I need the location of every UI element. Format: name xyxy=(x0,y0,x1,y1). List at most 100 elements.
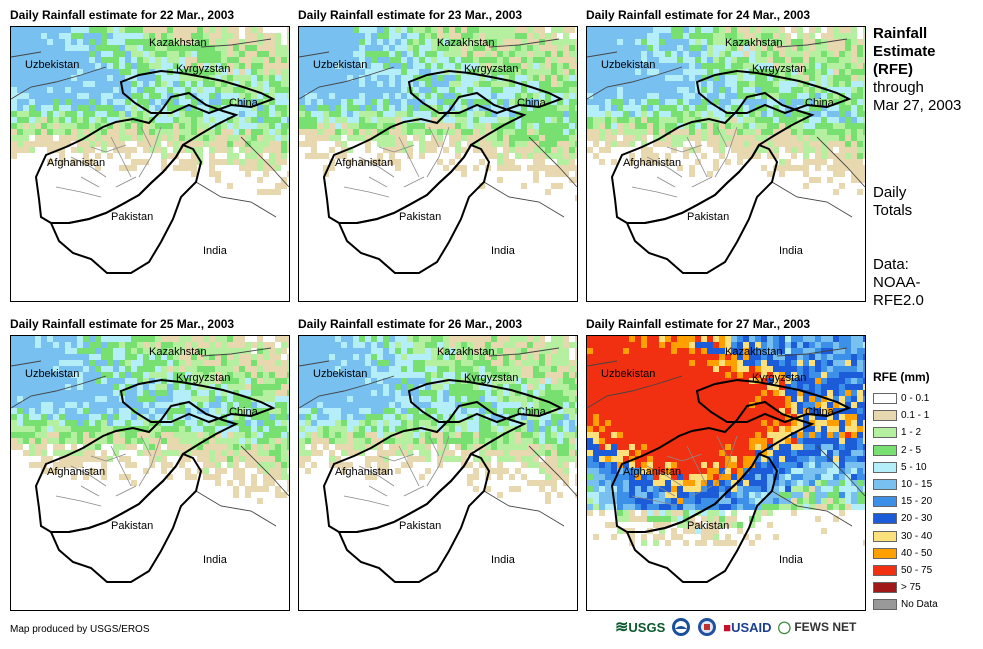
rainfall-cell xyxy=(347,396,353,402)
rainfall-cell xyxy=(569,57,575,63)
rainfall-cell xyxy=(179,129,185,135)
rainfall-cell xyxy=(383,99,389,105)
rainfall-cell xyxy=(353,414,359,420)
rainfall-cell xyxy=(677,33,683,39)
rainfall-cell xyxy=(827,135,833,141)
rainfall-cell xyxy=(245,129,251,135)
rainfall-cell xyxy=(47,57,53,63)
rainfall-cell xyxy=(245,438,251,444)
rainfall-cell xyxy=(311,420,317,426)
rainfall-cell xyxy=(485,63,491,69)
rainfall-cell xyxy=(239,336,245,342)
rainfall-cell xyxy=(107,117,113,123)
rainfall-cell xyxy=(653,39,659,45)
rainfall-cell xyxy=(383,75,389,81)
rainfall-cell xyxy=(539,117,545,123)
rainfall-cell xyxy=(569,147,575,153)
rainfall-cell xyxy=(137,87,143,93)
rainfall-cell xyxy=(77,414,83,420)
rainfall-cell xyxy=(179,75,185,81)
rainfall-cell xyxy=(545,111,551,117)
rainfall-cell xyxy=(287,129,289,135)
label-china: China xyxy=(229,406,258,418)
rainfall-cell xyxy=(353,384,359,390)
rainfall-cell xyxy=(215,456,221,462)
rainfall-cell xyxy=(287,336,289,342)
rainfall-cell xyxy=(41,348,47,354)
rainfall-cell xyxy=(233,414,239,420)
rainfall-cell xyxy=(29,63,35,69)
rainfall-cell xyxy=(389,63,395,69)
rainfall-cell xyxy=(287,135,289,141)
rainfall-cell xyxy=(305,99,311,105)
rainfall-cell xyxy=(677,57,683,63)
rainfall-cell xyxy=(329,384,335,390)
rainfall-cell xyxy=(215,45,221,51)
rainfall-cell xyxy=(725,87,731,93)
rainfall-cell xyxy=(179,51,185,57)
rainfall-cell xyxy=(299,33,305,39)
rainfall-cell xyxy=(89,147,95,153)
rainfall-cell xyxy=(767,45,773,51)
rainfall-cell xyxy=(455,348,461,354)
rainfall-cell xyxy=(569,378,575,384)
rainfall-cell xyxy=(491,45,497,51)
rainfall-cell xyxy=(197,366,203,372)
rainfall-cell xyxy=(419,432,425,438)
rainfall-cell xyxy=(155,33,161,39)
rainfall-cell xyxy=(401,81,407,87)
rainfall-cell xyxy=(185,420,191,426)
rainfall-cell xyxy=(263,342,269,348)
rainfall-cell xyxy=(653,27,659,33)
rainfall-cell xyxy=(539,366,545,372)
rainfall-cell xyxy=(71,117,77,123)
rainfall-cell xyxy=(233,105,239,111)
rainfall-cell xyxy=(299,39,305,45)
rainfall-cell xyxy=(503,63,509,69)
rainfall-cell xyxy=(851,117,857,123)
rainfall-cell xyxy=(491,87,497,93)
rainfall-cell xyxy=(563,384,569,390)
rainfall-cell xyxy=(575,117,577,123)
rainfall-cell xyxy=(173,165,179,171)
rainfall-cell xyxy=(35,63,41,69)
rainfall-cell xyxy=(551,129,557,135)
rainfall-cell xyxy=(275,444,281,450)
rainfall-cell xyxy=(251,462,257,468)
rainfall-cell xyxy=(173,33,179,39)
rainfall-cell xyxy=(329,342,335,348)
rainfall-cell xyxy=(455,123,461,129)
rainfall-cell xyxy=(191,111,197,117)
rainfall-cell xyxy=(317,51,323,57)
rainfall-cell xyxy=(545,51,551,57)
rainfall-cell xyxy=(473,39,479,45)
rainfall-cell xyxy=(119,420,125,426)
rainfall-cell xyxy=(101,426,107,432)
rainfall-cell xyxy=(803,39,809,45)
rainfall-cell xyxy=(353,432,359,438)
rainfall-cell xyxy=(311,342,317,348)
rainfall-cell xyxy=(395,396,401,402)
rainfall-cell xyxy=(761,87,767,93)
rainfall-cell xyxy=(521,129,527,135)
rainfall-cell xyxy=(161,342,167,348)
rainfall-cell xyxy=(851,87,857,93)
rainfall-cell xyxy=(185,81,191,87)
rainfall-cell xyxy=(401,99,407,105)
rainfall-cell xyxy=(563,147,569,153)
rainfall-cell xyxy=(287,147,289,153)
rainfall-cell xyxy=(683,75,689,81)
rainfall-cell xyxy=(491,366,497,372)
rainfall-cell xyxy=(209,342,215,348)
rainfall-cell xyxy=(797,111,803,117)
rainfall-cell xyxy=(467,366,473,372)
rainfall-cell xyxy=(41,75,47,81)
rainfall-cell xyxy=(671,93,677,99)
rainfall-cell xyxy=(323,426,329,432)
rainfall-cell xyxy=(845,93,851,99)
rainfall-cell xyxy=(275,396,281,402)
rainfall-cell xyxy=(377,51,383,57)
rainfall-cell xyxy=(737,27,743,33)
rainfall-cell xyxy=(653,69,659,75)
rainfall-cell xyxy=(137,342,143,348)
